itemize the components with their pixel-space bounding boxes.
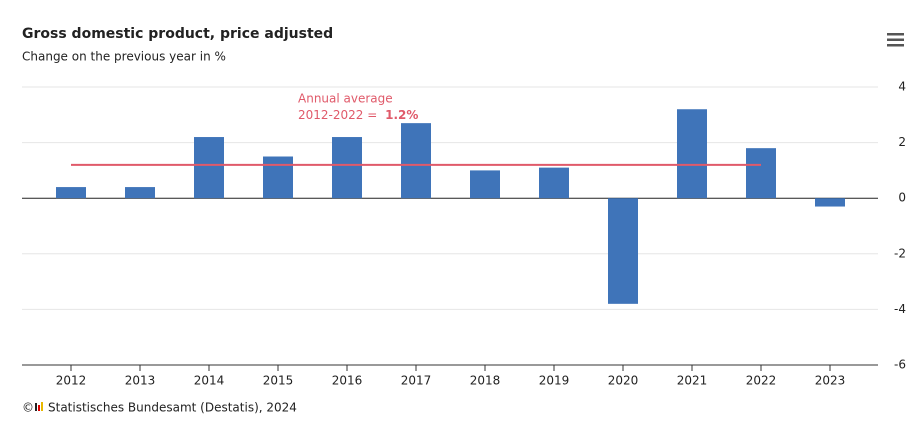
chart-subtitle: Change on the previous year in % xyxy=(22,50,226,64)
x-tick-label: 2019 xyxy=(539,374,570,388)
bar xyxy=(815,198,845,207)
x-tick-label: 2020 xyxy=(608,374,639,388)
chart-title: Gross domestic product, price adjusted xyxy=(22,26,333,42)
x-tick-label: 2021 xyxy=(677,374,708,388)
menu-bar xyxy=(887,38,904,41)
bar xyxy=(539,167,569,199)
bar xyxy=(332,137,362,199)
bar xyxy=(677,109,707,199)
y-tick-label: 0 xyxy=(898,191,906,205)
y-tick-label: 4 xyxy=(898,80,906,94)
menu-bar xyxy=(887,33,904,36)
bar xyxy=(746,148,776,199)
annotation: Annual average xyxy=(298,92,393,106)
x-tick-label: 2012 xyxy=(56,374,87,388)
x-tick-label: 2016 xyxy=(332,374,363,388)
x-tick-label: 2013 xyxy=(125,374,156,388)
x-tick-label: 2014 xyxy=(194,374,225,388)
y-tick-label: -4 xyxy=(894,302,906,316)
x-tick-label: 2023 xyxy=(815,374,846,388)
bar xyxy=(401,123,431,199)
flag-icon xyxy=(41,402,43,411)
bar xyxy=(194,137,224,199)
bar xyxy=(470,170,500,199)
x-tick-label: 2017 xyxy=(401,374,432,388)
source-text: Statistisches Bundesamt (Destatis), 2024 xyxy=(48,401,297,415)
x-tick-label: 2022 xyxy=(746,374,777,388)
menu-bar xyxy=(887,44,904,47)
y-tick-label: -6 xyxy=(894,358,906,372)
x-tick-label: 2015 xyxy=(263,374,294,388)
annotation-text: 2012-2022 = xyxy=(298,108,381,122)
annotation: 2012-2022 = 1.2% xyxy=(298,108,418,122)
y-tick-label: 2 xyxy=(898,135,906,149)
bar xyxy=(608,198,638,304)
menu-button[interactable] xyxy=(884,30,906,50)
y-tick-label: -2 xyxy=(894,246,906,260)
bar xyxy=(56,187,86,199)
x-tick-label: 2018 xyxy=(470,374,501,388)
bar xyxy=(125,187,155,199)
flag-icon xyxy=(38,405,40,411)
bar xyxy=(263,156,293,199)
flag-icon xyxy=(35,403,37,411)
source-symbol: © xyxy=(22,401,34,415)
annotation-value: 1.2% xyxy=(385,108,418,122)
